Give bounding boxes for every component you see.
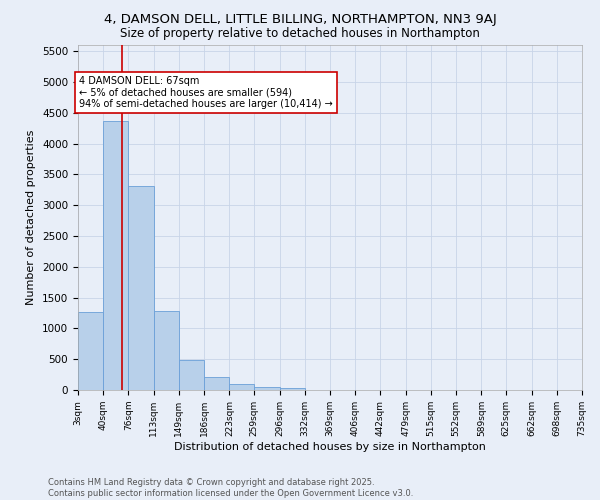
Text: Contains HM Land Registry data © Crown copyright and database right 2025.
Contai: Contains HM Land Registry data © Crown c… [48,478,413,498]
Text: 4, DAMSON DELL, LITTLE BILLING, NORTHAMPTON, NN3 9AJ: 4, DAMSON DELL, LITTLE BILLING, NORTHAMP… [104,12,496,26]
Bar [254,386,280,390]
Bar [103,122,128,390]
Bar [280,388,305,390]
X-axis label: Distribution of detached houses by size in Northampton: Distribution of detached houses by size … [174,442,486,452]
Bar [128,186,154,390]
Bar [154,311,179,390]
Y-axis label: Number of detached properties: Number of detached properties [26,130,37,305]
Text: Size of property relative to detached houses in Northampton: Size of property relative to detached ho… [120,28,480,40]
Bar [179,360,204,390]
Bar [204,377,229,390]
Bar [78,312,103,390]
Text: 4 DAMSON DELL: 67sqm
← 5% of detached houses are smaller (594)
94% of semi-detac: 4 DAMSON DELL: 67sqm ← 5% of detached ho… [79,76,333,109]
Bar [229,384,254,390]
